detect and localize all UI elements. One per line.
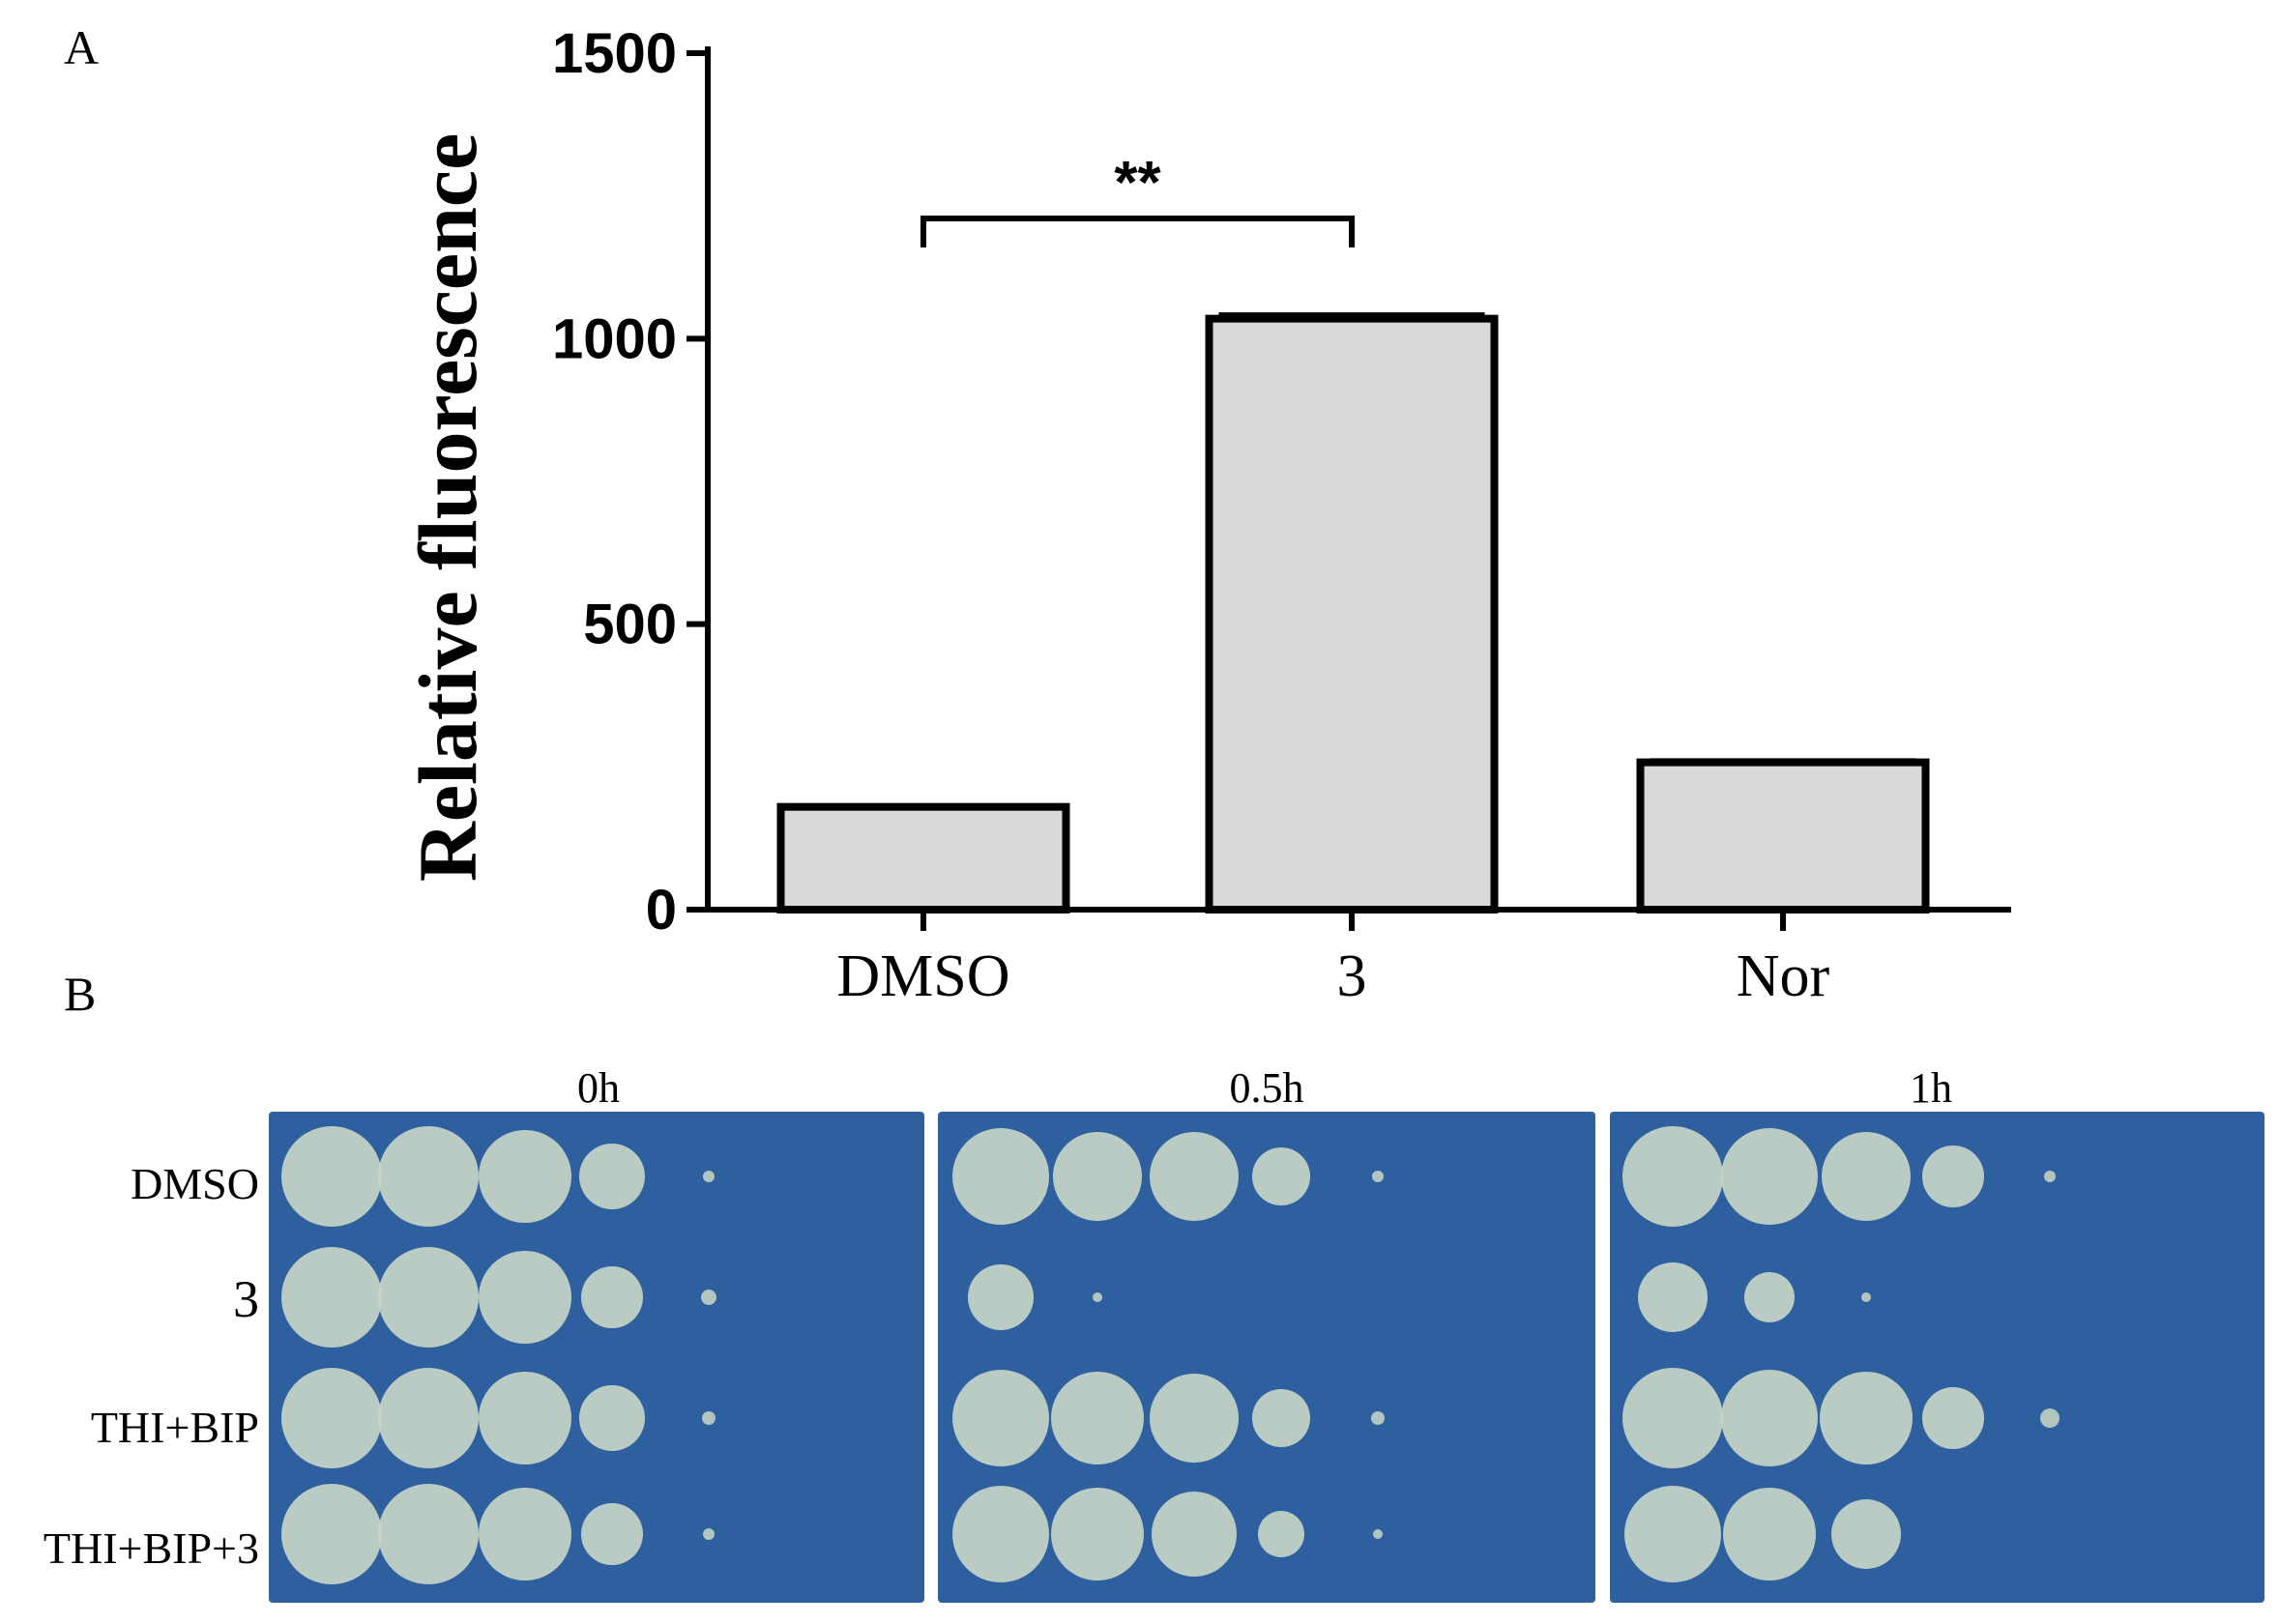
colony-spot <box>952 1486 1049 1582</box>
colony-spot <box>1622 1368 1723 1468</box>
colony-spot <box>1721 1128 1818 1225</box>
plate-title-1h: 1h <box>1910 1064 1952 1112</box>
colony-spot <box>703 1528 715 1540</box>
colony-spot <box>581 1266 643 1328</box>
colony-spot <box>579 1385 645 1451</box>
colony-spot <box>281 1126 382 1227</box>
colony-spot <box>1150 1132 1239 1221</box>
colony-spot <box>1831 1499 1901 1569</box>
colony-spot <box>1053 1132 1142 1221</box>
plate-1h <box>1610 1112 2264 1603</box>
colony-spot <box>479 1251 571 1344</box>
colony-spot <box>1252 1147 1310 1205</box>
colony-spot <box>378 1247 479 1348</box>
panel-a-letter: A <box>64 20 99 74</box>
colony-spot <box>1861 1292 1871 1302</box>
colony-spot <box>1622 1126 1723 1227</box>
colony-spot <box>1822 1132 1911 1221</box>
significance-bracket: ** <box>920 150 1355 247</box>
colony-spot <box>1744 1272 1795 1322</box>
bar-nor <box>1636 758 1930 914</box>
significance-label: ** <box>1114 150 1161 217</box>
plate-title-0h: 0h <box>577 1064 620 1112</box>
colony-spot <box>1721 1370 1818 1466</box>
colony-spot <box>378 1484 479 1584</box>
x-tick-label-dmso: DMSO <box>836 943 1009 1009</box>
colony-spot <box>1150 1374 1239 1463</box>
plate-titles: 0h 0.5h 1h <box>577 1064 1952 1112</box>
colony-spot <box>479 1130 571 1223</box>
colony-spot <box>703 1171 715 1182</box>
colony-spot <box>1371 1411 1385 1425</box>
colony-spot <box>1372 1171 1384 1182</box>
plate-photos <box>269 1112 2264 1603</box>
colony-spot <box>281 1368 382 1468</box>
plate-title-0-5h: 0.5h <box>1230 1064 1304 1112</box>
bar-3 <box>1205 314 1499 914</box>
row-label-3: 3 <box>233 1270 259 1328</box>
colony-spot <box>2040 1408 2060 1428</box>
x-tick-label-3: 3 <box>1337 943 1367 1009</box>
colony-spot <box>1051 1488 1144 1580</box>
colony-spot <box>952 1370 1049 1466</box>
colony-spot <box>581 1503 643 1565</box>
significance-bracket-line <box>920 216 1355 247</box>
colony-spot <box>952 1128 1049 1225</box>
colony-spot <box>2044 1171 2056 1182</box>
plate-0h <box>269 1112 924 1603</box>
row-labels: DMSO 3 THI+BIP THI+BIP+3 <box>44 1159 259 1573</box>
colony-spot <box>281 1247 382 1348</box>
colony-spot <box>378 1126 479 1227</box>
bar-dmso <box>776 802 1070 914</box>
y-tick-label-1500: 1500 <box>552 22 677 85</box>
bar-chart: Relative fluorescence 0 500 1000 1500 DMSO 3… <box>401 22 2011 1009</box>
colony-spot <box>1922 1146 1984 1207</box>
colony-spot <box>479 1488 571 1580</box>
colony-spot <box>701 1290 716 1305</box>
colony-spot <box>968 1264 1034 1330</box>
colony-spot <box>1624 1486 1721 1582</box>
panel-b-letter: B <box>64 967 96 1021</box>
colony-spot <box>1723 1488 1816 1580</box>
colony-spot <box>702 1411 716 1425</box>
plate-0-5h <box>938 1112 1595 1603</box>
x-tick-label-nor: Nor <box>1737 943 1830 1009</box>
colony-spot <box>479 1372 571 1464</box>
row-label-dmso: DMSO <box>131 1159 259 1208</box>
y-tick-label-500: 500 <box>583 594 677 656</box>
colony-spot <box>1638 1262 1708 1332</box>
colony-spot <box>1820 1372 1913 1464</box>
colony-spot <box>1373 1529 1383 1539</box>
y-axis-label: Relative fluorescence <box>401 133 494 883</box>
colony-spot <box>1051 1372 1144 1464</box>
colony-spot <box>1093 1292 1102 1302</box>
colony-spot <box>579 1144 645 1209</box>
colony-spot <box>281 1484 382 1584</box>
colony-spot <box>1252 1389 1310 1447</box>
y-tick-label-0: 0 <box>646 879 677 942</box>
colony-spot <box>1258 1511 1304 1557</box>
colony-spot <box>378 1368 479 1468</box>
y-tick-label-1000: 1000 <box>552 307 677 370</box>
colony-spot <box>1152 1492 1237 1577</box>
row-label-thi-bip-3: THI+BIP+3 <box>44 1523 259 1573</box>
row-label-thi-bip: THI+BIP <box>91 1403 259 1452</box>
colony-spot <box>1922 1387 1984 1449</box>
